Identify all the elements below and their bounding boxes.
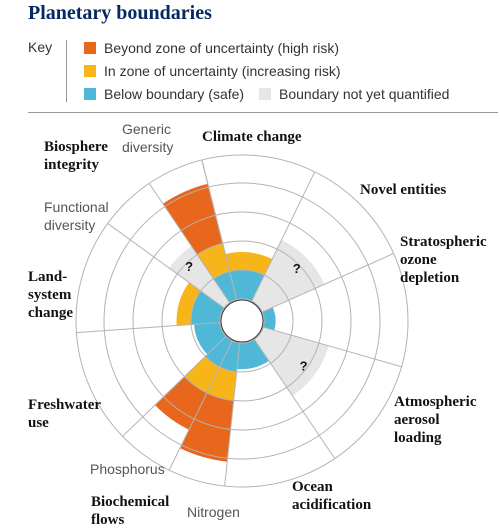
legend-item-safe: Below boundary (safe) bbox=[84, 86, 244, 102]
segment-land-safe bbox=[191, 291, 225, 325]
unknown-mark-functional: ? bbox=[185, 259, 193, 274]
grid-spoke-7 bbox=[168, 340, 233, 471]
grid-spoke-12 bbox=[201, 159, 238, 300]
segment-climate-zone bbox=[225, 252, 273, 276]
legend-label-safe: Below boundary (safe) bbox=[104, 86, 245, 102]
label-functional-diversity: Functional diversity bbox=[44, 199, 109, 233]
legend-item-unknown: Boundary not yet quantified bbox=[259, 86, 449, 102]
unknown-mark-aerosol: ? bbox=[300, 359, 308, 374]
label-novel-entities: Novel entities bbox=[360, 182, 447, 198]
grid-spoke-3 bbox=[261, 253, 394, 313]
segment-land-zone bbox=[176, 282, 201, 326]
grid-ring-2 bbox=[190, 269, 294, 373]
grid-ring-6 bbox=[75, 154, 409, 488]
label-ocean: Ocean acidification bbox=[292, 479, 372, 513]
legend-item-high-risk: Beyond zone of uncertainty (high risk) bbox=[84, 40, 339, 56]
key-label: Key bbox=[28, 39, 53, 55]
grid-spoke-2 bbox=[251, 171, 316, 302]
header-rule bbox=[28, 112, 498, 113]
legend-swatch-safe bbox=[84, 88, 96, 100]
segment-generic-high bbox=[162, 183, 223, 255]
segment-ocean-safe bbox=[236, 339, 269, 370]
segment-nitrogen-zone bbox=[206, 366, 237, 401]
segments-layer bbox=[154, 183, 329, 462]
label-stratospheric-ozone: Stratospheric ozone depletion bbox=[400, 234, 487, 286]
wheel-center bbox=[220, 299, 264, 343]
label-freshwater: Freshwater use bbox=[28, 397, 101, 431]
segment-aerosol-unknown bbox=[254, 327, 329, 396]
label-phosphorus: Phosphorus bbox=[90, 461, 165, 477]
grid-spoke-10 bbox=[107, 223, 225, 309]
label-generic-diversity: Generic diversity bbox=[122, 121, 174, 155]
segment-phosphorus-safe bbox=[205, 336, 233, 367]
segment-nitrogen-high bbox=[179, 392, 234, 462]
segment-generic-zone bbox=[197, 243, 230, 279]
grid-ring-4 bbox=[132, 211, 352, 431]
label-aerosol: Atmospheric aerosol loading bbox=[394, 394, 477, 446]
grid-layer bbox=[75, 154, 409, 488]
segment-phosphorus-high bbox=[154, 376, 207, 430]
segment-functional-unknown bbox=[168, 246, 230, 309]
label-biochemical: Biochemical flows bbox=[91, 494, 170, 528]
grid-spoke-4 bbox=[263, 326, 402, 368]
legend-swatch-high-risk bbox=[84, 42, 96, 54]
unknown-mark-novel: ? bbox=[293, 261, 301, 276]
segment-novel-unknown bbox=[251, 239, 325, 313]
label-biosphere: Biosphere integrity bbox=[44, 139, 108, 173]
grid-spoke-9 bbox=[76, 322, 221, 334]
marks-layer: ??? bbox=[185, 259, 307, 374]
label-climate-change: Climate change bbox=[202, 129, 302, 145]
grid-ring-3 bbox=[161, 240, 323, 402]
legend-swatch-zone bbox=[84, 65, 96, 77]
segment-generic-safe bbox=[213, 271, 237, 303]
page-title: Planetary boundaries bbox=[28, 2, 212, 24]
label-nitrogen: Nitrogen bbox=[187, 504, 240, 520]
legend-label-high-risk: Beyond zone of uncertainty (high risk) bbox=[104, 40, 340, 56]
legend-swatch-unknown bbox=[259, 88, 271, 100]
segment-nitrogen-safe bbox=[219, 340, 240, 372]
legend-label-zone: In zone of uncertainty (increasing risk) bbox=[104, 63, 341, 79]
grid-spoke-8 bbox=[122, 335, 227, 437]
grid-ring-5 bbox=[103, 182, 381, 460]
label-land-system: Land-system change bbox=[28, 269, 73, 321]
segment-ozone-safe bbox=[262, 307, 276, 331]
segment-climate-safe bbox=[229, 270, 265, 302]
grid-spoke-11 bbox=[148, 183, 231, 304]
grid-ring-1 bbox=[219, 298, 265, 344]
segment-freshwater-safe bbox=[194, 322, 227, 355]
key-divider bbox=[66, 40, 67, 102]
grid-spoke-5 bbox=[253, 338, 336, 459]
legend-item-zone: In zone of uncertainty (increasing risk) bbox=[84, 63, 341, 79]
legend-label-unknown: Boundary not yet quantified bbox=[279, 86, 450, 102]
grid-spoke-6 bbox=[224, 342, 241, 487]
